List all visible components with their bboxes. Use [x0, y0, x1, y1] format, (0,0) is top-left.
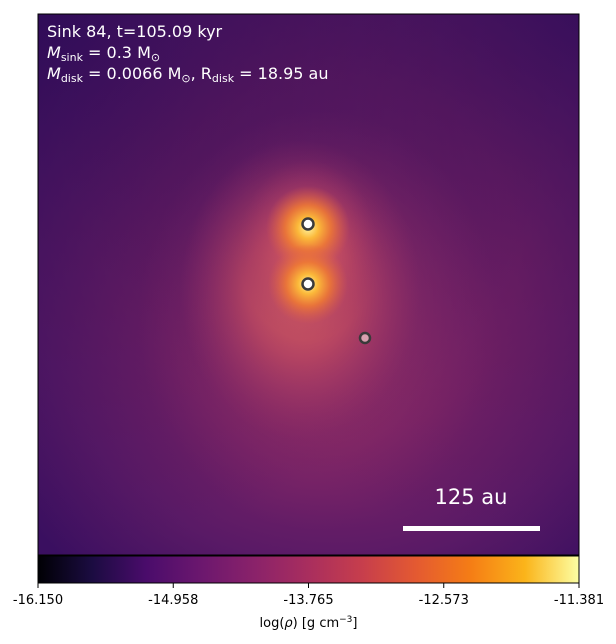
colorbar: -16.150 -14.958 -13.765 -12.573 -11.381 … — [13, 555, 604, 631]
annotation-line-3: Mdisk = 0.0066 M⊙, Rdisk = 18.95 au — [47, 64, 328, 85]
scale-bar: 125 au — [403, 485, 540, 531]
colorbar-tick-label: -16.150 — [13, 593, 63, 608]
sink-marker — [358, 331, 372, 345]
colorbar-label: log(ρ) [g cm−3] — [260, 615, 358, 631]
colorbar-tick-label: -14.958 — [148, 593, 198, 608]
colorbar-tick-label: -13.765 — [283, 593, 333, 608]
annotation-line-2: Msink = 0.3 M⊙ — [47, 43, 160, 64]
sink-marker — [301, 217, 315, 231]
panel-frame — [37, 13, 580, 556]
sink-marker — [301, 277, 315, 291]
annotation: Sink 84, t=105.09 kyr Msink = 0.3 M⊙ Mdi… — [47, 22, 328, 85]
colorbar-gradient — [37, 555, 580, 584]
density-panel: 125 au Sink 84, t=105.09 kyr Msink = 0.3… — [38, 14, 579, 555]
colorbar-tick-label: -11.381 — [554, 593, 604, 608]
annotation-line-1: Sink 84, t=105.09 kyr — [47, 22, 223, 41]
scale-bar-label: 125 au — [435, 485, 508, 509]
colorbar-tick-label: -12.573 — [419, 593, 469, 608]
colorbar-ticks — [37, 583, 580, 588]
